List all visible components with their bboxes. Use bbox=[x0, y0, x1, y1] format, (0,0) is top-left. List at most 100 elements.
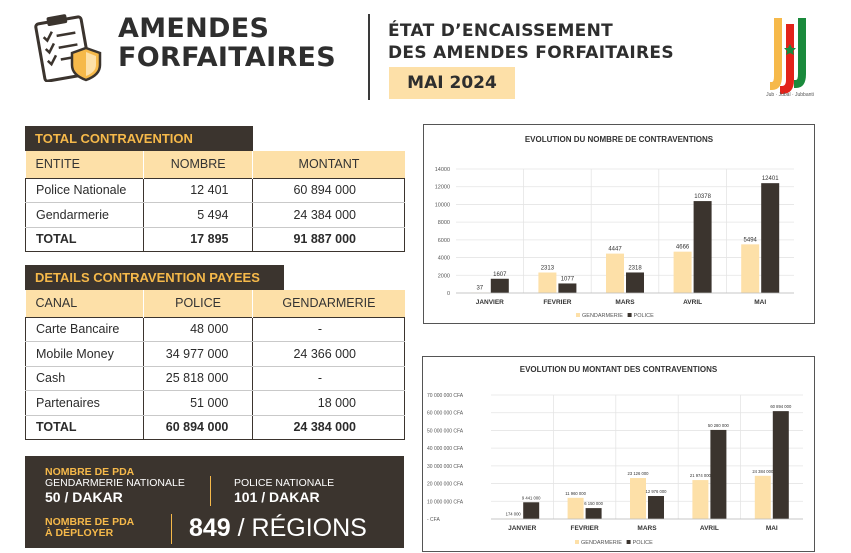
total-contravention-title: TOTAL CONTRAVENTION bbox=[25, 126, 253, 151]
bar-police bbox=[710, 430, 726, 519]
data-label: 24 384 000 bbox=[752, 469, 774, 474]
y-tick-label: 70 000 000 CFA bbox=[427, 393, 464, 399]
legend-swatch bbox=[628, 313, 632, 317]
data-label: 174 000 bbox=[506, 512, 522, 517]
bar-police bbox=[773, 411, 789, 519]
legend-swatch bbox=[627, 540, 631, 544]
clipboard-shield-icon bbox=[30, 12, 106, 82]
table-total-row: TOTAL 60 894 000 24 384 000 bbox=[26, 415, 405, 440]
cell-police: 25 818 000 bbox=[143, 366, 253, 391]
y-tick-label: 4000 bbox=[438, 256, 450, 262]
data-label: 2313 bbox=[541, 266, 555, 272]
chart-montant-contraventions: EVOLUTION DU MONTANT DES CONTRAVENTIONS … bbox=[422, 356, 815, 552]
cell-total-nombre: 17 895 bbox=[143, 227, 253, 252]
pda-gend-value: 50 / DAKAR bbox=[45, 490, 123, 505]
table-header-row: CANAL POLICE GENDARMERIE bbox=[26, 290, 405, 317]
data-label: 5494 bbox=[744, 237, 758, 243]
y-tick-label: 10 000 000 CFA bbox=[427, 499, 464, 505]
y-tick-label: 8000 bbox=[438, 220, 450, 226]
legend-swatch bbox=[575, 540, 579, 544]
x-tick-label: AVRIL bbox=[683, 299, 702, 306]
data-label: 10378 bbox=[694, 194, 711, 200]
col-gendarmerie: GENDARMERIE bbox=[253, 290, 405, 317]
table-total-row: TOTAL 17 895 91 887 000 bbox=[26, 227, 405, 252]
table-row: Mobile Money 34 977 000 24 366 000 bbox=[26, 342, 405, 367]
cell-total-label: TOTAL bbox=[26, 227, 144, 252]
bar-gendarmerie bbox=[741, 244, 759, 293]
details-payees-title: DETAILS CONTRAVENTION PAYEES bbox=[25, 265, 284, 290]
x-tick-label: MAI bbox=[766, 525, 778, 532]
y-tick-label: 40 000 000 CFA bbox=[427, 446, 464, 452]
bar-gendarmerie bbox=[606, 254, 624, 293]
table-row: Carte Bancaire 48 000 - bbox=[26, 317, 405, 342]
col-montant: MONTANT bbox=[253, 151, 405, 178]
col-police: POLICE bbox=[143, 290, 253, 317]
y-tick-label: 10000 bbox=[435, 202, 450, 208]
pda-police-label: POLICE NATIONALE bbox=[234, 478, 334, 489]
cell-total-gendarmerie: 24 384 000 bbox=[253, 415, 405, 440]
data-label: 4666 bbox=[676, 245, 690, 251]
y-tick-label: 30 000 000 CFA bbox=[427, 464, 464, 470]
pda-deploy-value: 849 / RÉGIONS bbox=[189, 514, 367, 542]
bar-gendarmerie bbox=[538, 273, 556, 293]
title-line-1: ÉTAT D’ENCAISSEMENT bbox=[388, 20, 674, 42]
data-label: 4447 bbox=[608, 247, 622, 253]
brand-title: AMENDES FORFAITAIRES bbox=[118, 14, 336, 72]
page-title: ÉTAT D’ENCAISSEMENT DES AMENDES FORFAITA… bbox=[388, 20, 674, 64]
data-label: 12401 bbox=[762, 176, 779, 182]
y-tick-label: 60 000 000 CFA bbox=[427, 411, 464, 417]
bar-gendarmerie bbox=[674, 252, 692, 293]
y-tick-label: - CFA bbox=[427, 517, 440, 523]
data-label: 50 280 000 bbox=[708, 423, 730, 428]
details-payees-table: CANAL POLICE GENDARMERIE Carte Bancaire … bbox=[25, 290, 405, 440]
bar-police bbox=[761, 183, 779, 293]
bar-police bbox=[491, 279, 509, 293]
data-label: 6 150 000 bbox=[584, 501, 603, 506]
cell-gendarmerie: - bbox=[253, 317, 405, 342]
y-tick-label: 20 000 000 CFA bbox=[427, 482, 464, 488]
legend-label: POLICE bbox=[633, 540, 654, 546]
data-label: 2318 bbox=[628, 265, 642, 271]
data-label: 12 976 000 bbox=[646, 489, 668, 494]
cell-canal: Cash bbox=[26, 366, 144, 391]
y-tick-label: 2000 bbox=[438, 273, 450, 279]
chart-svg: 02000400060008000100001200014000371607JA… bbox=[424, 125, 816, 325]
cell-total-police: 60 894 000 bbox=[143, 415, 253, 440]
x-tick-label: AVRIL bbox=[700, 525, 719, 532]
cell-total-label: TOTAL bbox=[26, 415, 144, 440]
data-label: 1077 bbox=[561, 276, 575, 282]
y-tick-label: 6000 bbox=[438, 238, 450, 244]
cell-nombre: 5 494 bbox=[143, 203, 253, 228]
table-row: Gendarmerie 5 494 24 384 000 bbox=[26, 203, 405, 228]
data-label: 9 441 000 bbox=[522, 495, 541, 500]
month-badge: MAI 2024 bbox=[389, 67, 515, 99]
bar-police bbox=[648, 496, 664, 519]
x-tick-label: MARS bbox=[615, 299, 635, 306]
cell-entite: Gendarmerie bbox=[26, 203, 144, 228]
logo-caption: Jub · Jubal · Jubbanti bbox=[752, 92, 828, 98]
y-tick-label: 12000 bbox=[435, 185, 450, 191]
cell-canal: Mobile Money bbox=[26, 342, 144, 367]
x-tick-label: FEVRIER bbox=[543, 299, 571, 306]
bar-police bbox=[694, 201, 712, 293]
pda-police-value: 101 / DAKAR bbox=[234, 490, 320, 505]
legend-label: GENDARMERIE bbox=[582, 313, 623, 319]
cell-police: 51 000 bbox=[143, 391, 253, 416]
pda-gend-label: GENDARMERIE NATIONALE bbox=[45, 478, 185, 489]
cell-montant: 60 894 000 bbox=[253, 178, 405, 203]
cell-police: 48 000 bbox=[143, 317, 253, 342]
bar-police bbox=[558, 283, 576, 293]
legend-swatch bbox=[576, 313, 580, 317]
cell-entite: Police Nationale bbox=[26, 178, 144, 203]
cell-montant: 24 384 000 bbox=[253, 203, 405, 228]
bar-gendarmerie bbox=[630, 478, 646, 519]
cell-gendarmerie: 24 366 000 bbox=[253, 342, 405, 367]
bar-gendarmerie bbox=[568, 498, 584, 519]
col-entite: ENTITE bbox=[26, 151, 144, 178]
pda-deploy-rest: / RÉGIONS bbox=[231, 514, 367, 542]
table-header-row: ENTITE NOMBRE MONTANT bbox=[26, 151, 405, 178]
cell-gendarmerie: - bbox=[253, 366, 405, 391]
cell-police: 34 977 000 bbox=[143, 342, 253, 367]
title-line-2: DES AMENDES FORFAITAIRES bbox=[388, 42, 674, 64]
